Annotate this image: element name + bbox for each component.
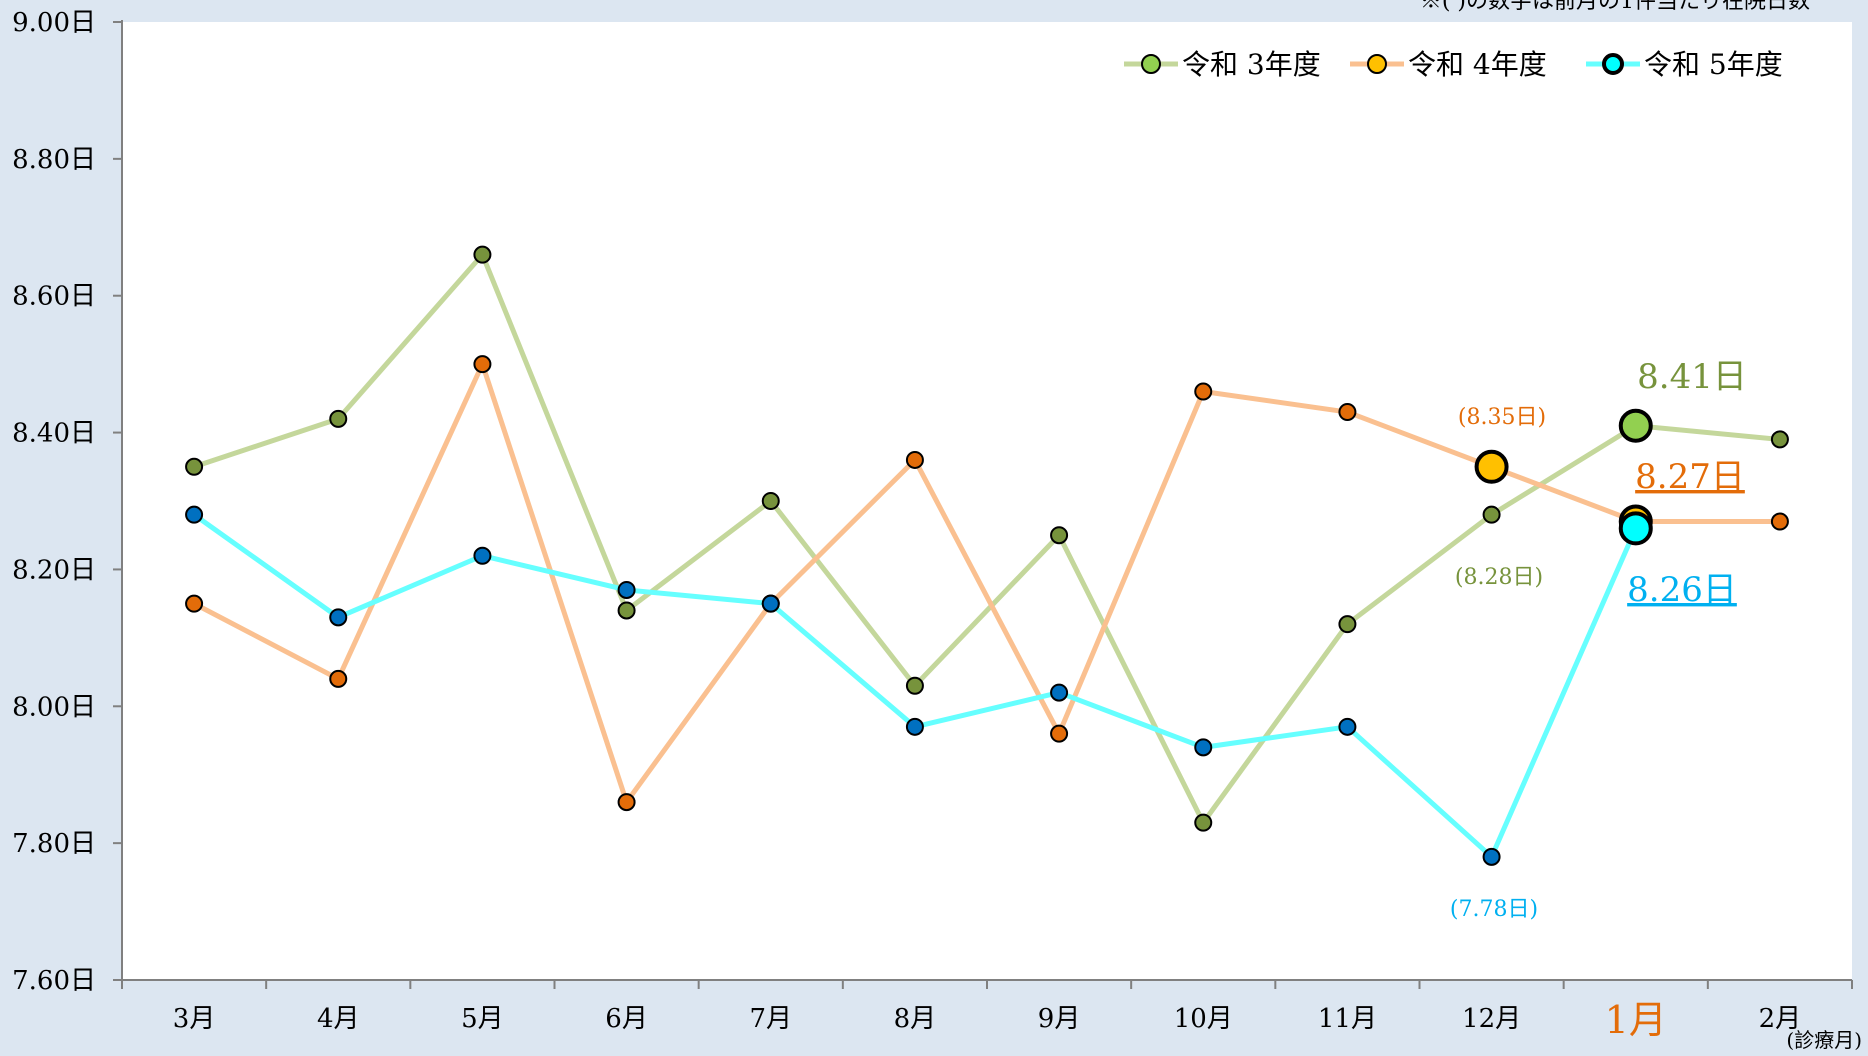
legend-marker-1 [1367,54,1387,74]
plot-area [122,22,1852,980]
x-tick-label: 2月 [1759,1004,1802,1034]
data-point [1338,615,1357,634]
data-label: 8.26日 [1627,570,1737,610]
x-tick-label: 10月 [1174,1004,1233,1034]
data-label: 8.27日 [1635,457,1745,497]
data-point [761,492,780,510]
data-label: (8.28日) [1455,565,1543,590]
y-tick-label: 8.40日 [12,419,96,449]
x-tick-label: 4月 [317,1004,360,1034]
data-point [1194,813,1213,832]
x-tick-label: 9月 [1038,1004,1081,1034]
y-tick-label: 8.80日 [12,145,96,175]
data-point [329,669,348,688]
data-point [1482,505,1501,524]
y-tick-label: 8.20日 [12,555,96,585]
x-tick-label: 12月 [1462,1004,1521,1034]
data-point [473,355,492,374]
data-label: (8.35日) [1458,405,1546,430]
data-point [617,793,636,812]
data-point [905,450,924,469]
x-tick-label: 6月 [605,1004,648,1034]
data-point [1194,382,1213,401]
data-label: (7.78日) [1450,897,1538,922]
data-point [185,457,204,476]
x-tick-label: 11月 [1318,1004,1377,1034]
data-point [905,717,924,736]
series-line-1 [192,361,1780,805]
data-point [185,594,204,613]
x-tick-label: 7月 [749,1004,792,1034]
series-points [185,245,1789,866]
data-point [473,245,492,264]
data-point [617,601,636,620]
data-point [329,608,348,627]
data-point [1050,526,1069,545]
data-point [1770,430,1789,449]
data-point [761,594,780,613]
data-point [905,676,924,695]
data-label: 8.41日 [1637,357,1747,397]
y-tick-label: 7.60日 [12,966,96,996]
data-point-emphasized [1618,511,1653,546]
data-point [185,505,204,524]
legend-marker-2 [1602,53,1624,75]
data-point-emphasized [1618,408,1653,443]
axes: 7.60日 7.80日 8.00日 8.20日 8.40日 8.60日 8.80日 9.00日… [12,8,1853,1042]
data-point-emphasized [1474,449,1509,484]
data-point [1338,403,1357,422]
data-point [1050,683,1069,702]
y-tick-label: 7.80日 [12,829,96,859]
x-tick-label: 5月 [461,1004,504,1034]
data-point [473,546,492,565]
data-point [1050,724,1069,743]
data-labels: 8.41日 8.27日 8.26日 (8.35日) (8.28日) (7.78日) [1450,357,1747,922]
x-axis-unit-label: (診療月) [1786,1028,1862,1052]
legend-label: 令和 3年度 [1182,48,1321,81]
legend-label: 令和 4年度 [1408,48,1547,81]
data-point [1338,717,1357,736]
legend: 令和 3年度 令和 4年度 令和 5年度 [1124,48,1783,81]
y-tick-label: 9.00日 [12,8,96,38]
chart-note: ※( )の数字は前月の1件当たり在院日数 [1420,0,1810,14]
y-tick-label: 8.00日 [12,692,96,722]
x-tick-label: 8月 [894,1004,937,1034]
data-point [1770,512,1789,531]
legend-label: 令和 5年度 [1644,48,1783,81]
y-tick-label: 8.60日 [12,282,96,312]
x-tick-label: 3月 [173,1004,216,1034]
data-point [617,580,636,599]
series-line-0 [193,252,1781,826]
legend-marker-0 [1141,54,1161,74]
data-point [329,409,348,428]
data-point [1482,847,1501,866]
data-point [1194,738,1213,757]
x-tick-label-highlight: 1月 [1605,998,1667,1042]
